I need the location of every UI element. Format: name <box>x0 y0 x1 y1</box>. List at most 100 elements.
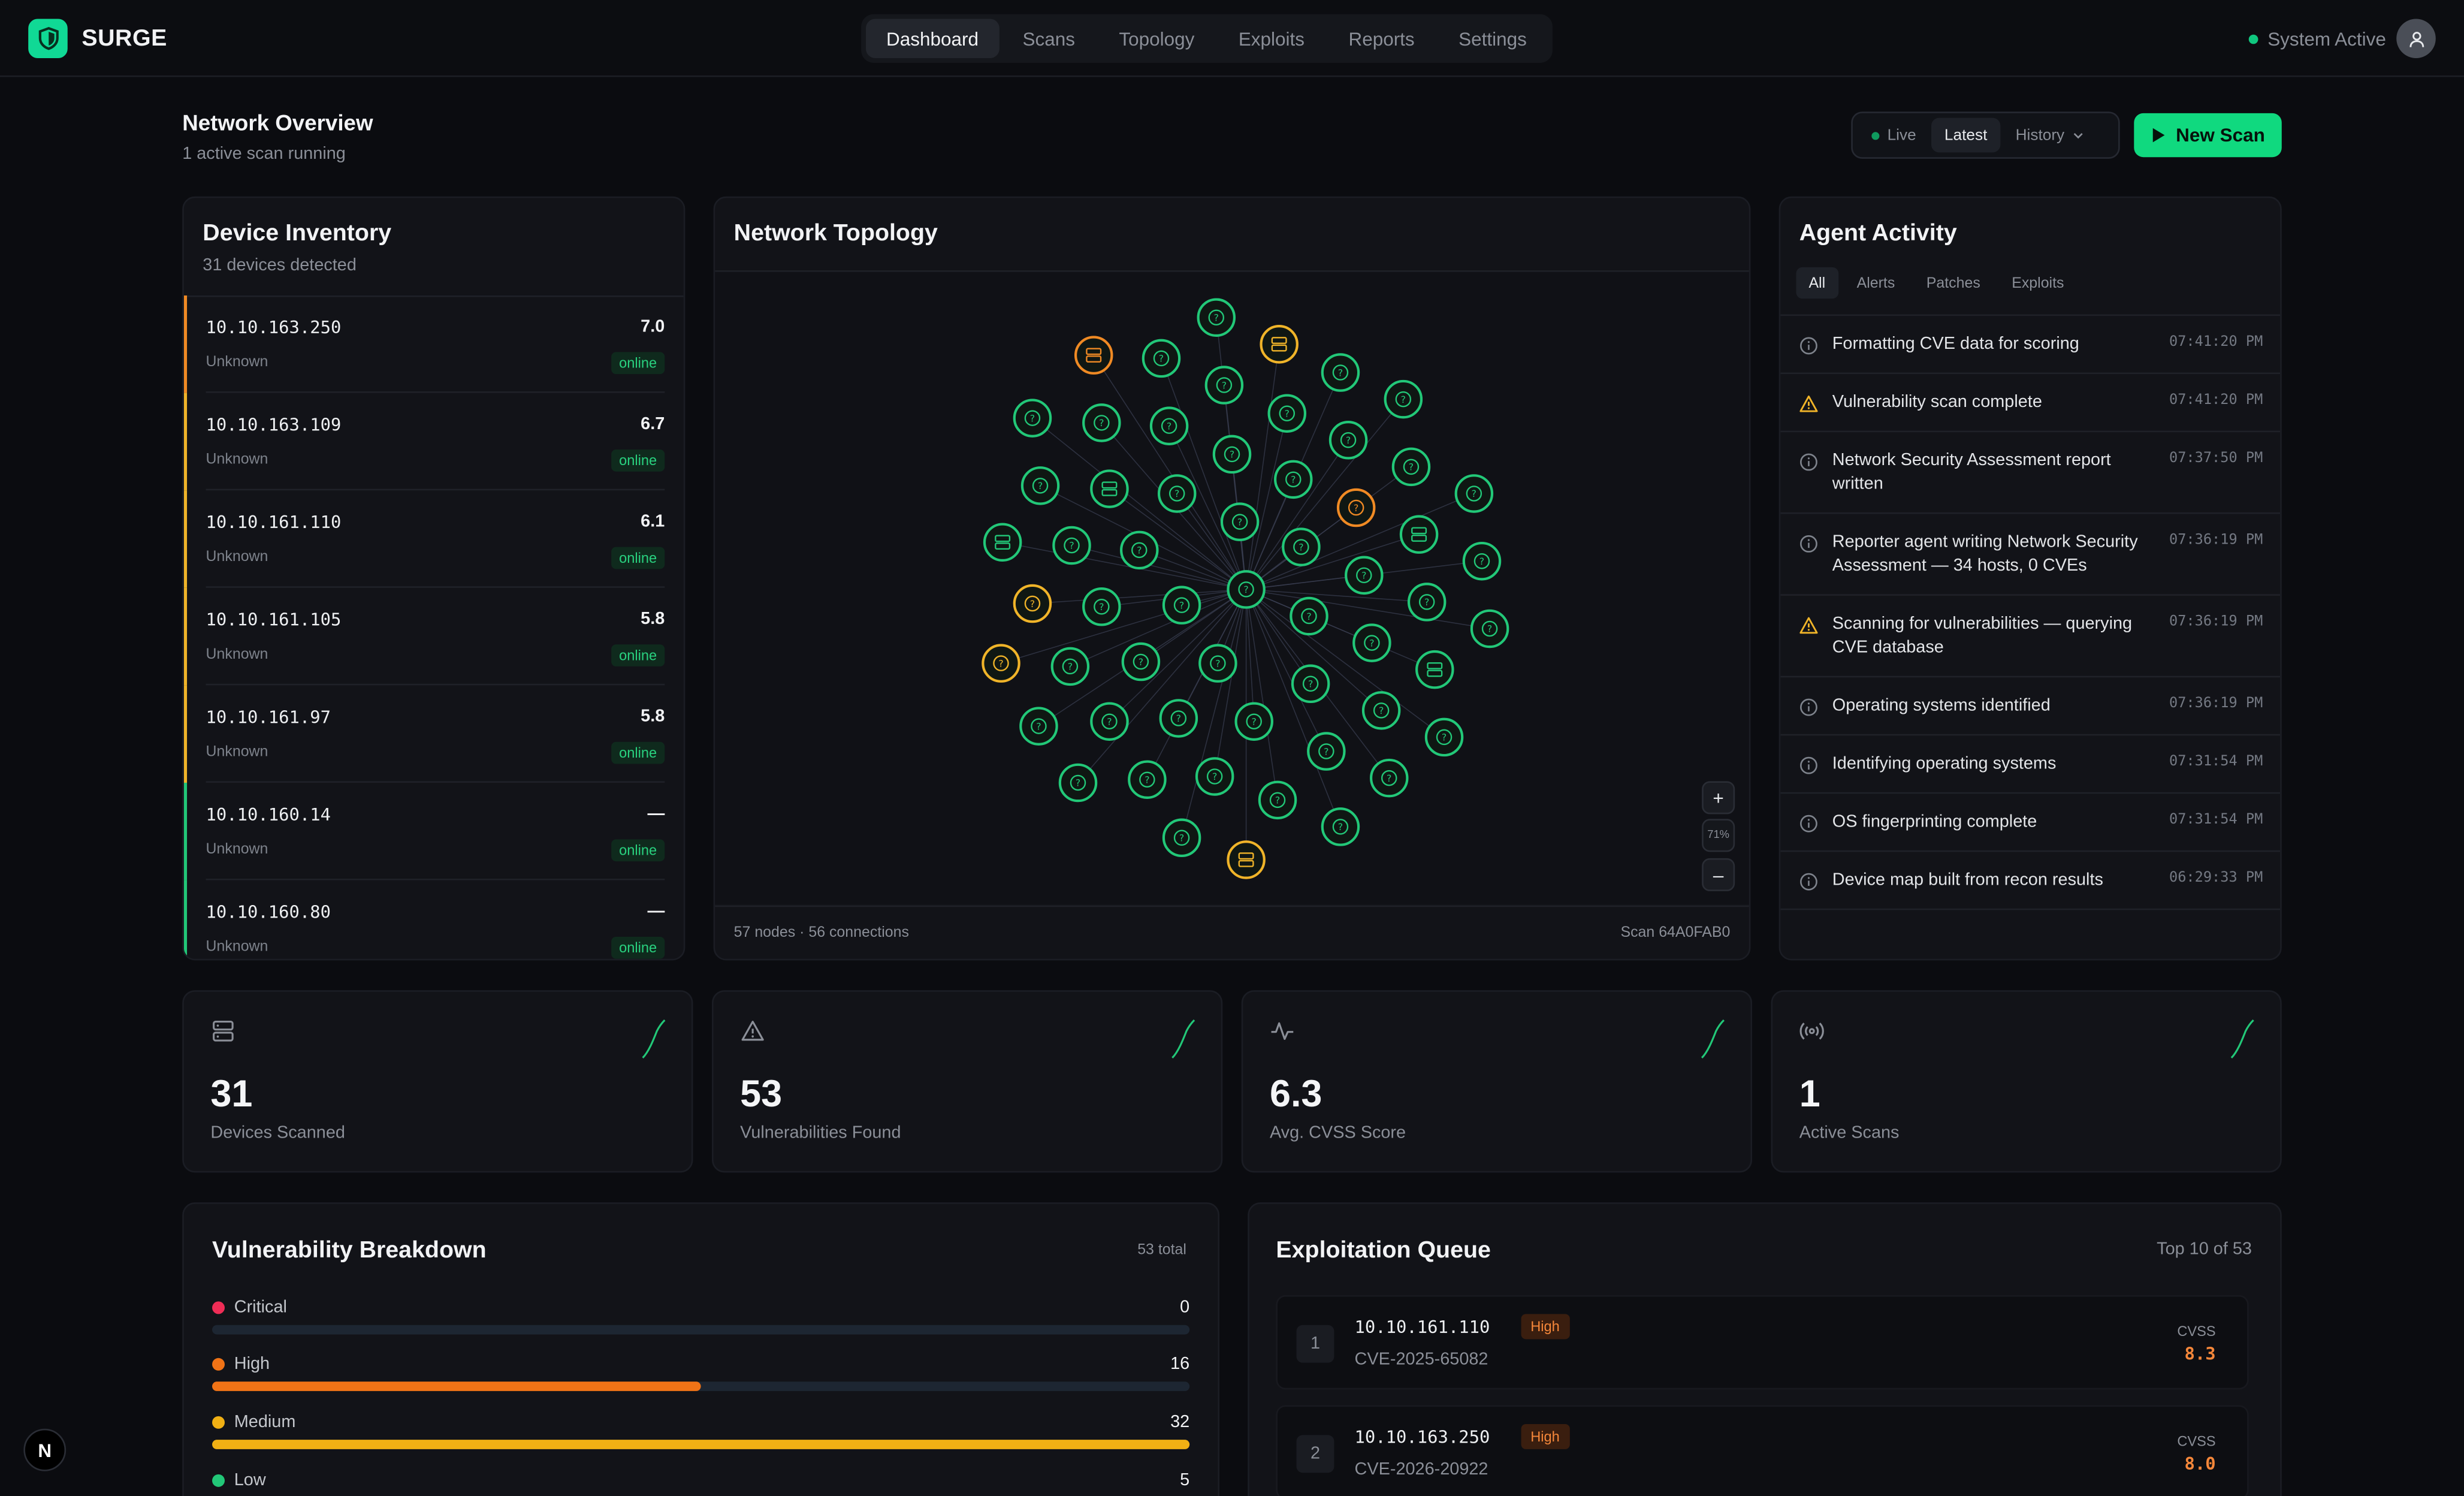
activity-item[interactable]: Device map built from recon results 06:2… <box>1780 852 2281 910</box>
unknown-device-node-icon[interactable]: ? <box>1197 298 1236 337</box>
unknown-device-node-icon[interactable]: ? <box>1162 818 1201 858</box>
topology-graph[interactable]: ????????????????????????????????????????… <box>715 272 1749 904</box>
info-icon <box>1800 535 1817 553</box>
server-node-icon[interactable] <box>1260 325 1299 364</box>
unknown-device-node-icon[interactable]: ? <box>1058 763 1098 803</box>
device-row[interactable]: 10.10.160.80 Unknown — online <box>183 880 684 959</box>
unknown-device-node-icon[interactable]: ? <box>1258 780 1297 820</box>
unknown-device-node-icon[interactable]: ? <box>1462 541 1502 581</box>
unknown-device-node-icon[interactable]: ? <box>1274 460 1313 499</box>
unknown-device-node-icon[interactable]: ? <box>1267 394 1307 433</box>
unknown-device-node-icon[interactable]: ? <box>1019 707 1058 746</box>
unknown-device-node-icon[interactable]: ? <box>1290 596 1328 636</box>
unknown-device-node-icon[interactable]: ? <box>1142 339 1181 378</box>
nav-settings[interactable]: Settings <box>1459 27 1527 50</box>
view-latest[interactable]: Latest <box>1931 117 2000 153</box>
server-node-icon[interactable] <box>1399 515 1439 554</box>
unknown-device-node-icon[interactable]: ? <box>1361 691 1401 730</box>
unknown-device-node-icon[interactable]: ? <box>1090 702 1129 741</box>
activity-item[interactable]: Formatting CVE data for scoring 07:41:20… <box>1780 316 2281 375</box>
tab-alerts[interactable]: Alerts <box>1856 274 1895 292</box>
nav-exploits[interactable]: Exploits <box>1238 27 1305 50</box>
unknown-device-node-icon[interactable]: ? <box>1052 526 1091 565</box>
unknown-device-node-icon[interactable]: ? <box>1013 584 1052 623</box>
device-row[interactable]: 10.10.163.250 Unknown 7.0 online <box>183 295 684 393</box>
unknown-device-node-icon[interactable]: ? <box>1336 488 1376 527</box>
unknown-device-node-icon[interactable]: ? <box>1013 399 1052 438</box>
unknown-device-node-icon[interactable]: ? <box>1407 583 1447 622</box>
device-ip: 10.10.163.109 <box>206 415 342 436</box>
zoom-out-button[interactable]: – <box>1702 858 1735 891</box>
unknown-device-node-icon[interactable]: ? <box>1345 556 1384 595</box>
unknown-device-node-icon[interactable]: ? <box>1424 717 1464 757</box>
unknown-device-node-icon[interactable]: ? <box>1321 807 1360 846</box>
next-badge-icon[interactable]: N <box>23 1428 67 1471</box>
unknown-device-node-icon[interactable]: ? <box>1384 379 1423 419</box>
tab-patches[interactable]: Patches <box>1926 274 1980 292</box>
server-node-icon[interactable] <box>1074 336 1113 375</box>
unknown-device-node-icon[interactable]: ? <box>1082 587 1121 626</box>
queue-item[interactable]: 2 10.10.163.250 High CVE-2026-20922 CVSS… <box>1276 1405 2249 1496</box>
unknown-device-node-icon[interactable]: ? <box>1328 421 1368 460</box>
unknown-device-node-icon[interactable]: ? <box>1307 732 1346 771</box>
unknown-device-node-icon[interactable]: ? <box>1282 527 1321 566</box>
unknown-device-node-icon[interactable]: ? <box>1454 474 1494 513</box>
unknown-device-node-icon[interactable]: ? <box>1120 530 1159 570</box>
unknown-device-node-icon[interactable]: ? <box>1369 758 1409 798</box>
unknown-device-node-icon[interactable]: ? <box>1212 435 1252 474</box>
user-avatar[interactable] <box>2396 19 2436 59</box>
zoom-in-button[interactable]: + <box>1702 781 1735 815</box>
unknown-device-node-icon[interactable]: ? <box>1321 353 1360 392</box>
severity-row: High 16 <box>212 1355 1190 1402</box>
unknown-device-node-icon[interactable]: ? <box>1162 586 1201 625</box>
device-row[interactable]: 10.10.161.97 Unknown 5.8 online <box>183 685 684 783</box>
unknown-device-node-icon[interactable]: ? <box>1470 609 1509 649</box>
unknown-device-node-icon[interactable]: ? <box>1204 366 1244 405</box>
activity-item[interactable]: Scanning for vulnerabilities — querying … <box>1780 596 2281 678</box>
view-history[interactable]: History <box>2003 118 2096 153</box>
device-row[interactable]: 10.10.161.110 Unknown 6.1 online <box>183 490 684 588</box>
gateway-node-icon[interactable]: ? <box>1227 570 1266 609</box>
device-row[interactable]: 10.10.161.105 Unknown 5.8 online <box>183 587 684 686</box>
nav-reports[interactable]: Reports <box>1348 27 1415 50</box>
severity-badge: High <box>1521 1314 1569 1340</box>
queue-item[interactable]: 1 10.10.161.110 High CVE-2025-65082 CVSS… <box>1276 1295 2249 1390</box>
unknown-device-node-icon[interactable]: ? <box>1198 644 1237 683</box>
server-node-icon[interactable] <box>983 523 1022 562</box>
unknown-device-node-icon[interactable]: ? <box>1234 702 1273 741</box>
unknown-device-node-icon[interactable]: ? <box>1149 406 1189 445</box>
activity-item[interactable]: Reporter agent writing Network Security … <box>1780 514 2281 596</box>
activity-item[interactable]: Vulnerability scan complete 07:41:20 PM <box>1780 374 2281 433</box>
server-node-icon[interactable] <box>1415 650 1454 689</box>
unknown-device-node-icon[interactable]: ? <box>1195 757 1234 796</box>
unknown-device-node-icon[interactable]: ? <box>1020 466 1060 505</box>
new-scan-button[interactable]: New Scan <box>2134 113 2282 158</box>
nav-topology[interactable]: Topology <box>1119 27 1195 50</box>
unknown-device-node-icon[interactable]: ? <box>1157 474 1197 513</box>
unknown-device-node-icon[interactable]: ? <box>1291 664 1330 704</box>
shield-logo-icon[interactable] <box>28 19 68 59</box>
tab-all[interactable]: All <box>1796 267 1838 299</box>
server-node-icon[interactable] <box>1090 469 1129 508</box>
activity-item[interactable]: Operating systems identified 07:36:19 PM <box>1780 677 2281 736</box>
unknown-device-node-icon[interactable]: ? <box>982 644 1020 683</box>
nav-dashboard[interactable]: Dashboard <box>865 19 1000 59</box>
unknown-device-node-icon[interactable]: ? <box>1352 623 1391 662</box>
view-live[interactable]: Live <box>1859 118 1928 153</box>
unknown-device-node-icon[interactable]: ? <box>1121 642 1161 681</box>
unknown-device-node-icon[interactable]: ? <box>1050 647 1090 686</box>
unknown-device-node-icon[interactable]: ? <box>1391 447 1431 487</box>
device-row[interactable]: 10.10.163.109 Unknown 6.7 online <box>183 393 684 491</box>
view-toggle: Live Latest History <box>1851 111 2120 159</box>
nav-scans[interactable]: Scans <box>1022 27 1075 50</box>
activity-item[interactable]: OS fingerprinting complete 07:31:54 PM <box>1780 794 2281 852</box>
unknown-device-node-icon[interactable]: ? <box>1159 699 1198 738</box>
device-row[interactable]: 10.10.160.14 Unknown — online <box>183 782 684 880</box>
unknown-device-node-icon[interactable]: ? <box>1082 403 1121 442</box>
activity-item[interactable]: Identifying operating systems 07:31:54 P… <box>1780 735 2281 794</box>
tab-exploits[interactable]: Exploits <box>2012 274 2064 292</box>
unknown-device-node-icon[interactable]: ? <box>1128 760 1167 799</box>
unknown-device-node-icon[interactable]: ? <box>1220 502 1260 541</box>
activity-item[interactable]: Network Security Assessment report writt… <box>1780 432 2281 514</box>
server-node-icon[interactable] <box>1227 840 1266 879</box>
